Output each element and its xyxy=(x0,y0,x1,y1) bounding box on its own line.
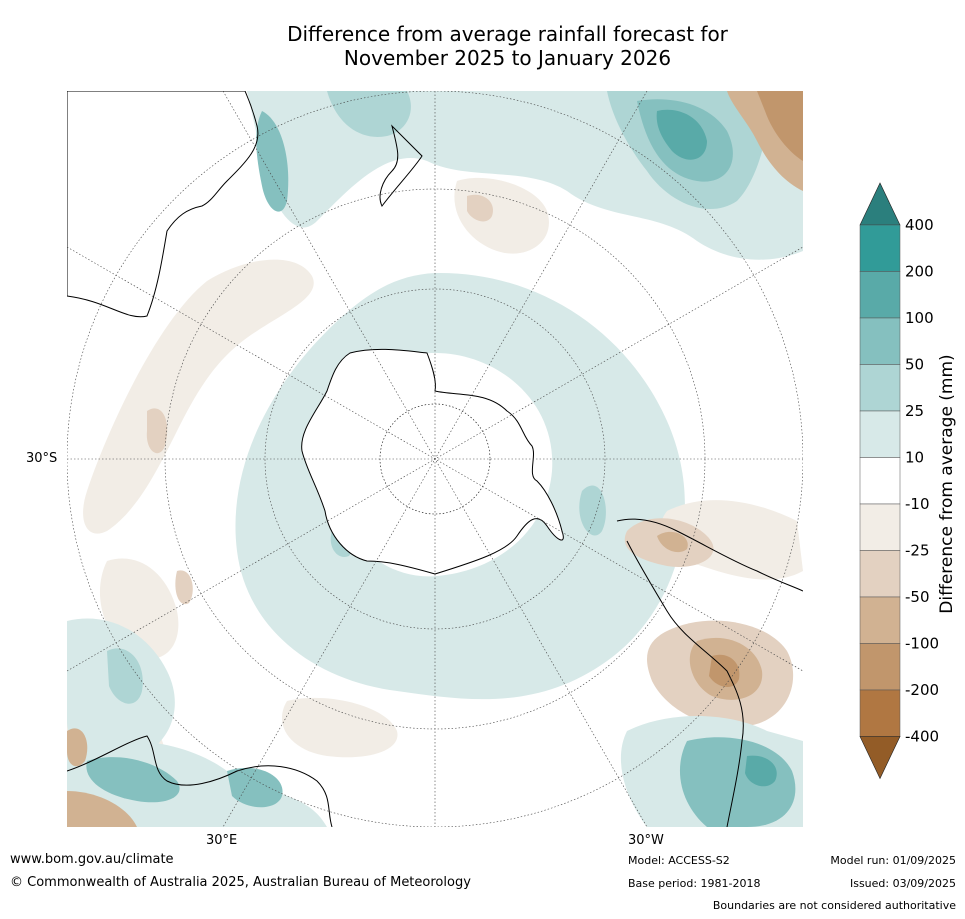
footer-disclaimer: Boundaries are not considered authoritat… xyxy=(712,899,956,912)
colorbar-swatch xyxy=(859,410,901,458)
colorbar-tick-label: -400 xyxy=(905,728,939,746)
footer-url: www.bom.gov.au/climate xyxy=(10,852,174,867)
colorbar-tick-label: 10 xyxy=(905,449,924,467)
colorbar-title: Difference from average (mm) xyxy=(937,354,957,614)
colorbar-tick-label: 200 xyxy=(905,263,934,281)
colorbar-extend-bottom xyxy=(859,736,901,780)
footer-base-period: Base period: 1981-2018 xyxy=(628,877,761,890)
colorbar-swatch xyxy=(859,550,901,598)
colorbar: 400 200 100 50 25 10 -10 -25 -50 -100 -200 -400 xyxy=(859,182,939,780)
colorbar-swatch xyxy=(859,271,901,319)
title-line-1: Difference from average rainfall forecas… xyxy=(287,22,728,46)
colorbar-swatch xyxy=(859,317,901,365)
footer-model-run: Model run: 01/09/2025 xyxy=(830,854,956,867)
colorbar-swatch xyxy=(859,689,901,737)
colorbar-tick-label: 25 xyxy=(905,402,924,420)
colorbar-tick-label: -200 xyxy=(905,681,939,699)
colorbar-swatch xyxy=(859,224,901,272)
lon-label-30w: 30°W xyxy=(628,833,664,848)
south-america-coastline xyxy=(616,518,803,827)
colorbar-tick-label: -10 xyxy=(905,495,930,513)
footer-model: Model: ACCESS-S2 xyxy=(628,854,730,867)
colorbar-tick-label: -100 xyxy=(905,635,939,653)
rainfall-anomaly-map xyxy=(67,91,803,827)
africa-anomaly xyxy=(67,618,327,827)
pacific-wet-region xyxy=(247,91,803,260)
colorbar-swatch xyxy=(859,503,901,551)
colorbar-tick-label: -25 xyxy=(905,542,930,560)
colorbar-swatch xyxy=(859,364,901,412)
title-line-2: November 2025 to January 2026 xyxy=(343,46,672,70)
colorbar-tick-label: 50 xyxy=(905,356,924,374)
footer-issued: Issued: 03/09/2025 xyxy=(849,877,956,890)
lat-label-30s: 30°S xyxy=(26,451,58,466)
map-title: Difference from average rainfall forecas… xyxy=(0,22,965,70)
colorbar-swatch xyxy=(859,643,901,691)
colorbar-tick-label: 100 xyxy=(905,309,934,327)
colorbar-extend-top xyxy=(859,182,901,226)
graticule xyxy=(67,91,803,827)
footer-copyright: © Commonwealth of Australia 2025, Austra… xyxy=(10,875,471,890)
colorbar-swatch xyxy=(859,457,901,505)
colorbar-tick-label: -50 xyxy=(905,588,930,606)
africa-coastline xyxy=(67,735,333,827)
new-zealand-coastline xyxy=(379,124,423,207)
south-america-anomaly xyxy=(620,91,803,827)
colorbar-swatch xyxy=(859,596,901,644)
colorbar-tick-label: 400 xyxy=(905,216,934,234)
australia-coastline xyxy=(67,91,259,318)
lon-label-30e: 30°E xyxy=(206,833,238,848)
